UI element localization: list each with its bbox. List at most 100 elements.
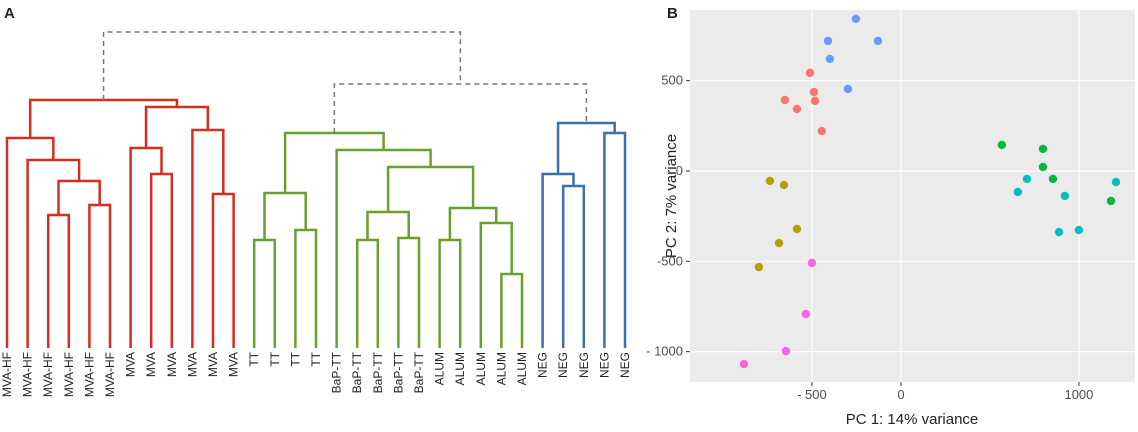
panel-label: B [667,5,678,22]
point [1022,174,1032,184]
point [1013,187,1023,197]
y-tick-label: 500 [661,73,683,88]
y-tick-label: 0 [676,163,683,178]
leaf-label: MVA-HF [21,352,35,397]
dendrogram-link-top [333,83,588,133]
y-tick-label: - 1000 [646,344,683,359]
point [809,87,819,97]
point [1038,162,1048,172]
leaf-label: MVA [206,352,220,377]
dendrogram-link [252,238,277,348]
dendrogram-link [263,191,307,240]
point [781,346,791,356]
leaf-label: NEG [597,352,611,378]
dendrogram-link [283,131,385,193]
point [792,224,802,234]
leaf-label: MVA [144,352,158,377]
dendrogram-link [88,203,112,348]
point [792,104,802,114]
point [779,180,789,190]
point [1106,196,1116,206]
leaf-label: MVA [124,352,138,377]
point [817,126,827,136]
dendrogram-link [46,213,71,348]
leaf-label: BaP-TT [371,351,385,393]
leaf-label: BaP-TT [330,351,344,393]
point [825,54,835,64]
leaf-label: BaP-TT [412,351,426,393]
point [1048,174,1058,184]
x-tick-label: - 500 [797,387,827,402]
dendrogram-link [5,136,55,348]
leaf-label: TT [288,351,302,366]
y-tick-label: -500 [657,253,683,268]
leaf-label: BaP-TT [391,351,405,393]
panel-label: A [4,5,15,22]
leaf-label: MVA [227,352,241,377]
leaf-label: ALUM [474,352,488,385]
leaf-label: MVA-HF [82,352,96,397]
point [997,140,1007,150]
leaf-label: TT [268,351,282,366]
dendrogram-link [149,172,174,348]
dendrogram-link [129,146,163,348]
leaf-label: NEG [577,352,591,378]
point [843,84,853,94]
dendrogram-link [355,238,380,348]
point [774,238,784,248]
leaf-label: ALUM [453,352,467,385]
leaf-label: MVA-HF [62,352,76,397]
leaf-label: ALUM [494,352,508,385]
x-axis-label: PC 1: 14% variance [846,411,979,428]
point [1054,227,1064,237]
dendrogram-link [144,105,210,148]
point [805,68,815,78]
dendrogram-link [561,184,586,348]
dendrogram-link [500,272,524,348]
leaf-label: NEG [556,352,570,378]
point [823,36,833,46]
dendrogram-link [211,192,235,348]
dendrogram-link [191,128,225,348]
leaf-label: MVA [185,352,199,377]
dendrogram-link [397,236,421,348]
dendrogram-link [541,172,575,348]
y-axis-label: PC 2: 7% variance [663,134,680,258]
point [765,176,775,186]
point [873,36,883,46]
dendrogram-link [603,131,627,348]
leaf-label: BaP-TT [350,351,364,393]
dendrogram-link [438,238,462,348]
point [754,262,764,272]
dendrogram-link [366,210,410,240]
dendrogram-link [294,228,318,348]
point [801,309,811,319]
dendrogram-link [386,165,475,212]
point [807,258,817,268]
dendrogram-link [335,148,432,348]
dendrogram-link [28,98,179,138]
point [1060,191,1070,201]
point [780,95,790,105]
leaf-label: TT [247,351,261,366]
point [1074,225,1084,235]
point [810,96,820,106]
leaf-label: ALUM [433,352,447,385]
leaf-label: MVA-HF [41,352,55,397]
point [851,14,861,24]
leaf-label: MVA-HF [103,352,117,397]
leaf-label: MVA-HF [0,352,14,397]
point [1111,177,1121,187]
leaf-label: TT [309,351,323,366]
dendrogram-link-top [102,31,462,100]
point [739,359,749,369]
dendrogram-link [556,121,616,174]
x-tick-label: 1000 [1064,387,1093,402]
x-tick-label: 0 [897,387,904,402]
dendrogram-link [57,179,101,215]
dendrogram-link [479,221,513,348]
leaf-label: NEG [536,352,550,378]
leaf-label: ALUM [515,352,529,385]
dendrogram-link [26,158,81,348]
